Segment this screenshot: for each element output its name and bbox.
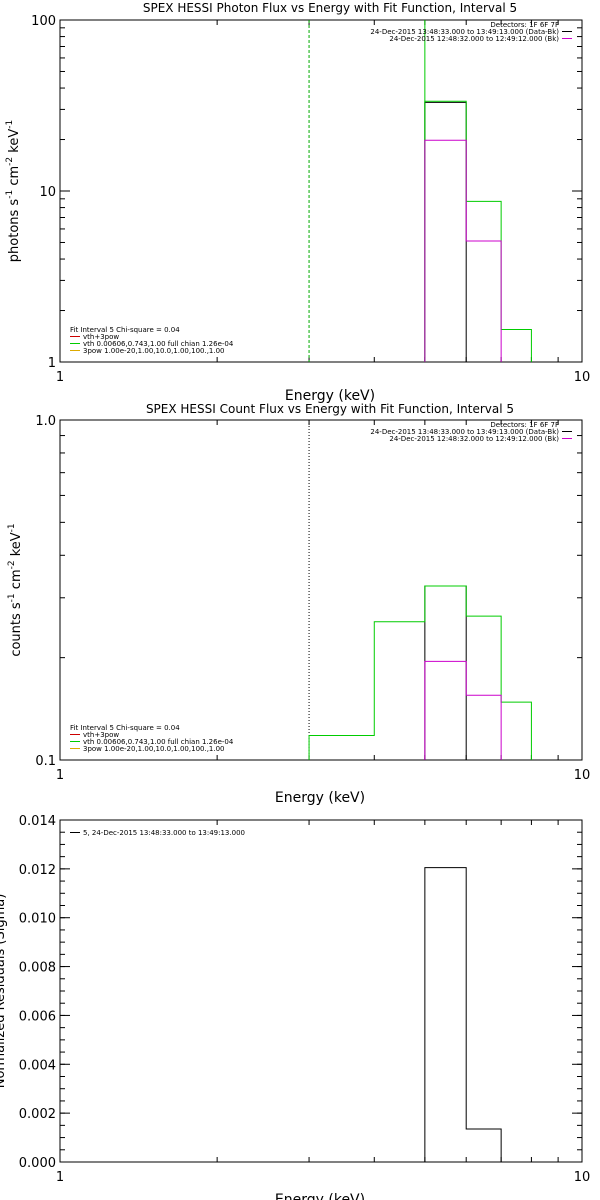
legend-text: vth+3pow	[83, 731, 119, 739]
y-axis-label: Normalized Residuals (Sigma)	[0, 894, 8, 1089]
y-tick-labels: 1 10 100	[31, 14, 56, 371]
y-tick-label: 1.0	[35, 414, 56, 429]
legend-text: vth 0.00606,0.743,1.00 full chian 1.26e-…	[83, 340, 234, 348]
x-axis-label: Energy (keV)	[275, 1192, 365, 1200]
x-tick-label: 10	[574, 768, 591, 783]
legend-text: 24-Dec-2015 12:48:32.000 to 12:49:12.000…	[389, 435, 559, 443]
series-step-line	[424, 660, 502, 760]
y-tick-label: 100	[31, 14, 56, 29]
data-series	[424, 867, 502, 1162]
axis-ticks	[60, 19, 582, 363]
legend-text: vth 0.00606,0.743,1.00 full chian 1.26e-…	[83, 738, 234, 746]
y-tick-label: 0.1	[35, 754, 56, 769]
y-tick-label: 0.008	[19, 961, 56, 976]
plot-frame	[59, 19, 583, 363]
series-step-line	[424, 101, 502, 363]
x-tick-labels: 1 10	[56, 1170, 590, 1185]
count-flux-panel: SPEX HESSI Count Flux vs Energy with Fit…	[7, 402, 590, 806]
plot-frame	[59, 819, 583, 1163]
legend-text: Fit Interval 5 Chi-square = 0.04	[70, 724, 180, 732]
y-tick-label: 0.010	[19, 912, 56, 927]
series-step-line	[424, 867, 502, 1162]
chart-title: SPEX HESSI Count Flux vs Energy with Fit…	[146, 402, 514, 416]
series-step-line	[308, 585, 532, 760]
data-series	[308, 585, 532, 761]
x-tick-labels: 1 10	[56, 370, 590, 385]
legend-top-left: 5, 24-Dec-2015 13:48:33.000 to 13:49:13.…	[70, 829, 245, 837]
legend-text: Fit Interval 5 Chi-square = 0.04	[70, 326, 180, 334]
x-tick-label: 1	[56, 1170, 64, 1185]
x-tick-label: 1	[56, 768, 64, 783]
y-tick-labels: 0.1 1.0	[35, 414, 56, 769]
legend-bottom-left: Fit Interval 5 Chi-square = 0.04vth+3pow…	[70, 326, 234, 355]
photon-flux-panel: SPEX HESSI Photon Flux vs Energy with Fi…	[5, 1, 590, 404]
axis-ticks	[60, 819, 582, 1163]
legend-text: 24-Dec-2015 13:48:33.000 to 13:49:13.000…	[370, 428, 559, 436]
y-tick-label: 0.006	[19, 1009, 56, 1024]
reference-lines	[308, 20, 426, 362]
x-tick-label: 10	[574, 1170, 591, 1185]
axis-ticks	[60, 419, 582, 761]
series-step-line	[424, 585, 502, 761]
legend-text: vth+3pow	[83, 333, 119, 341]
data-series	[424, 100, 532, 363]
series-step-line	[424, 100, 532, 362]
y-tick-label: 10	[39, 185, 56, 200]
legend-bottom-left: Fit Interval 5 Chi-square = 0.04vth+3pow…	[70, 724, 234, 753]
y-axis-label: counts s-1 cm-2 keV-1	[7, 523, 24, 656]
y-tick-label: 0.004	[19, 1058, 56, 1073]
x-axis-label: Energy (keV)	[275, 790, 365, 806]
y-tick-label: 0.012	[19, 863, 56, 878]
x-axis-label: Energy (keV)	[285, 388, 375, 404]
legend-text: 3pow 1.00e-20,1.00,10.0,1.00,100.,1.00	[83, 347, 225, 355]
chart-title: SPEX HESSI Photon Flux vs Energy with Fi…	[143, 1, 517, 15]
y-tick-label: 0.000	[19, 1156, 56, 1171]
y-tick-label: 0.014	[19, 814, 56, 829]
legend-text: Detectors: 1F 6F 7F	[490, 21, 559, 29]
residuals-panel: 0.000 0.002 0.004 0.006 0.008 0.010 0.012 0.014…	[0, 814, 590, 1200]
x-tick-label: 1	[56, 370, 64, 385]
legend-text: 24-Dec-2015 13:48:33.000 to 13:49:13.000…	[370, 28, 559, 36]
legend-text: 24-Dec-2015 12:48:32.000 to 12:49:12.000…	[389, 35, 559, 43]
legend-text: 3pow 1.00e-20,1.00,10.0,1.00,100.,1.00	[83, 745, 225, 753]
x-tick-label: 10	[574, 370, 591, 385]
y-tick-label: 0.002	[19, 1107, 56, 1122]
y-tick-labels: 0.000 0.002 0.004 0.006 0.008 0.010 0.012 0.014	[19, 814, 56, 1171]
y-axis-label: photons s-1 cm-2 keV-1	[5, 120, 22, 262]
x-tick-labels: 1 10	[56, 768, 590, 783]
series-step-line	[424, 139, 502, 362]
y-tick-label: 1	[48, 356, 56, 371]
legend-text: Detectors: 1F 6F 7F	[490, 421, 559, 429]
legend-text: 5, 24-Dec-2015 13:48:33.000 to 13:49:13.…	[83, 829, 245, 837]
plot-frame	[59, 419, 583, 761]
